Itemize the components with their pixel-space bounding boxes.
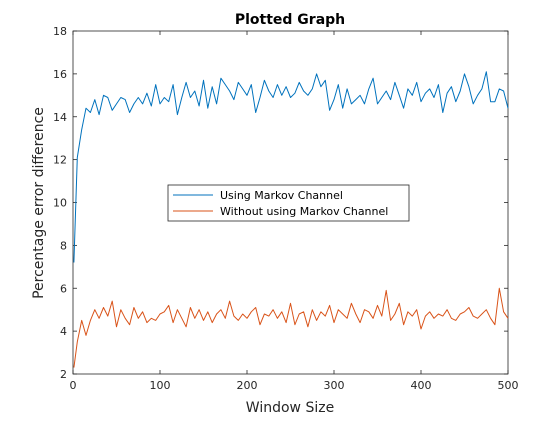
y-tick-label: 16 — [53, 68, 67, 81]
y-tick-label: 8 — [60, 239, 67, 252]
x-axis-label: Window Size — [246, 400, 334, 416]
x-tick-label: 400 — [411, 379, 432, 392]
x-tick-label: 100 — [150, 379, 171, 392]
y-tick-label: 18 — [53, 25, 67, 38]
y-tick-label: 14 — [53, 111, 67, 124]
x-tick-label: 0 — [70, 379, 77, 392]
series-line-1 — [73, 71, 509, 263]
legend-label-1: Using Markov Channel — [220, 189, 343, 202]
legend-box — [167, 184, 410, 222]
y-tick-label: 10 — [53, 197, 67, 210]
chart-title: Plotted Graph — [235, 12, 345, 28]
y-tick-label: 12 — [53, 154, 67, 167]
legend-label-2: Without using Markov Channel — [220, 205, 388, 218]
x-tick-label: 200 — [237, 379, 258, 392]
x-tick-label: 300 — [324, 379, 345, 392]
series-layer — [73, 71, 509, 368]
y-tick-label: 6 — [60, 282, 67, 295]
y-axis-label: Percentage error difference — [31, 107, 47, 299]
y-tick-label: 2 — [60, 368, 67, 381]
y-tick-label: 4 — [60, 325, 67, 338]
x-tick-label: 500 — [498, 379, 519, 392]
series-line-2 — [73, 287, 509, 368]
legend: Using Markov Channel Without using Markov… — [167, 184, 410, 222]
